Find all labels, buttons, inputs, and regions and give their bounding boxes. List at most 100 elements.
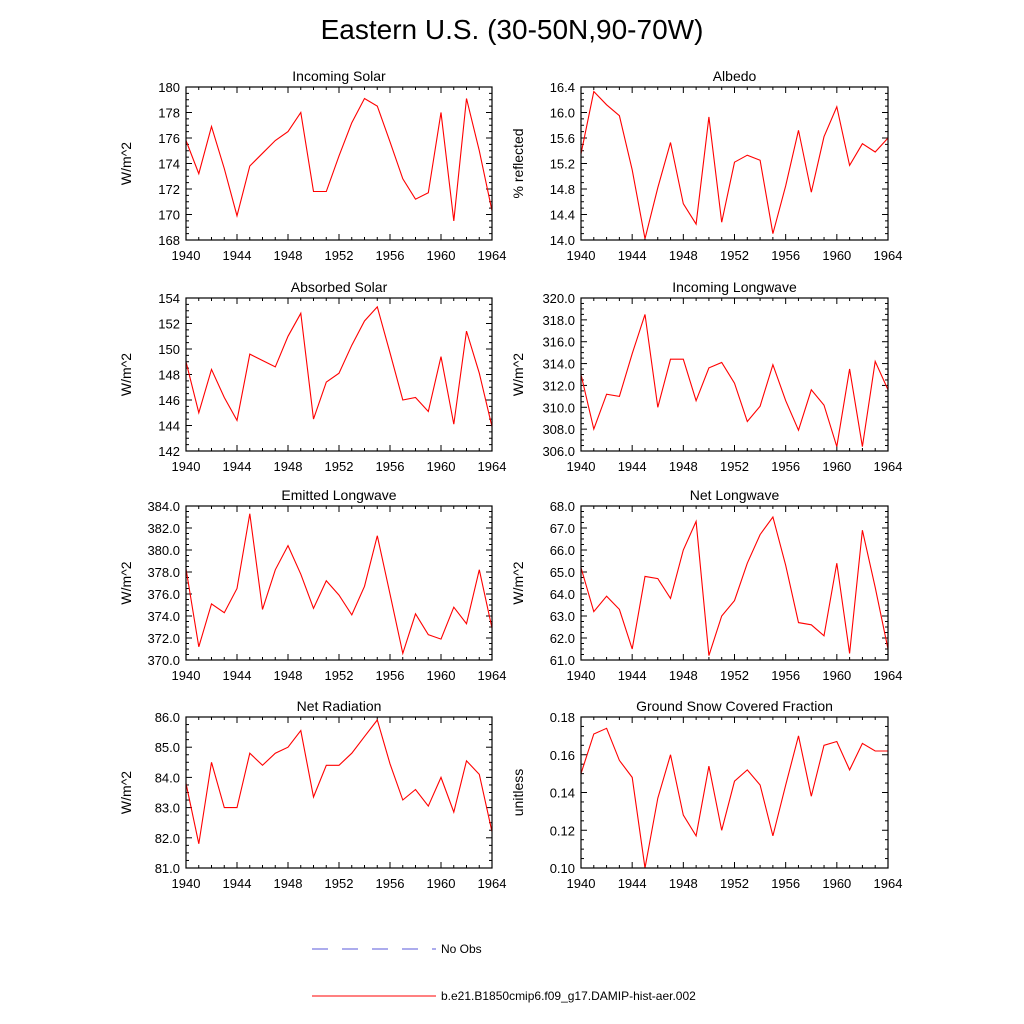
plot-frame-emitted-longwave xyxy=(185,505,493,661)
x-tick-label: 1940 xyxy=(567,668,596,683)
x-tick-label: 1948 xyxy=(274,876,303,891)
x-tick-label: 1960 xyxy=(427,459,456,474)
y-tick-label: 176 xyxy=(158,131,180,146)
y-tick-label: 66.0 xyxy=(550,543,575,558)
y-tick-label: 152 xyxy=(158,317,180,332)
y-tick-label: 316.0 xyxy=(542,335,575,350)
x-tick-label: 1940 xyxy=(567,459,596,474)
y-axis-label-incoming-longwave: W/m^2 xyxy=(510,353,526,396)
x-tick-label: 1960 xyxy=(822,668,851,683)
plot-frame-absorbed-solar xyxy=(185,297,493,452)
plot-frame-ground-snow-covered-fraction xyxy=(580,716,889,869)
x-tick-label: 1964 xyxy=(874,248,903,263)
plot-frame-incoming-solar xyxy=(185,86,493,241)
y-tick-label: 320.0 xyxy=(542,291,575,306)
x-tick-label: 1948 xyxy=(669,459,698,474)
y-tick-label: 65.0 xyxy=(550,565,575,580)
y-tick-label: 67.0 xyxy=(550,521,575,536)
plot-frame-albedo xyxy=(580,86,889,241)
y-tick-label: 0.12 xyxy=(550,823,575,838)
y-tick-label: 308.0 xyxy=(542,422,575,437)
plot-frame-incoming-longwave xyxy=(580,297,889,452)
x-tick-label: 1944 xyxy=(223,668,252,683)
y-tick-label: 15.6 xyxy=(550,131,575,146)
y-tick-label: 14.8 xyxy=(550,182,575,197)
series-line-incoming-solar xyxy=(185,97,493,221)
x-tick-label: 1944 xyxy=(618,876,647,891)
y-tick-label: 372.0 xyxy=(147,631,180,646)
x-tick-label: 1948 xyxy=(274,248,303,263)
y-tick-label: 83.0 xyxy=(155,801,180,816)
x-tick-label: 1956 xyxy=(376,459,405,474)
y-tick-label: 0.10 xyxy=(550,861,575,876)
x-tick-label: 1964 xyxy=(478,248,507,263)
y-tick-label: 16.0 xyxy=(550,106,575,121)
legend-label-model: b.e21.B1850cmip6.f09_g17.DAMIP-hist-aer.… xyxy=(441,989,696,1003)
x-tick-label: 1960 xyxy=(427,876,456,891)
x-tick-label: 1964 xyxy=(874,876,903,891)
panel-incoming-solar: Incoming Solar W/m^2 1940 1944 1948 1952 1956 1… xyxy=(118,68,506,263)
x-tick-label: 1960 xyxy=(427,248,456,263)
x-tick-label: 1956 xyxy=(376,668,405,683)
x-tick-label: 1940 xyxy=(172,876,201,891)
y-axis-label-emitted-longwave: W/m^2 xyxy=(118,561,134,604)
plot-frame-net-longwave xyxy=(580,505,889,661)
x-tick-label: 1964 xyxy=(874,668,903,683)
x-tick-label: 1956 xyxy=(376,876,405,891)
x-tick-label: 1956 xyxy=(771,459,800,474)
y-tick-label: 312.0 xyxy=(542,378,575,393)
y-tick-label: 61.0 xyxy=(550,653,575,668)
x-tick-label: 1952 xyxy=(720,248,749,263)
x-tick-label: 1948 xyxy=(669,876,698,891)
y-tick-label: 15.2 xyxy=(550,157,575,172)
x-tick-label: 1940 xyxy=(172,248,201,263)
panel-net-radiation: Net Radiation W/m^2 1940 1944 1948 1952 1956 19… xyxy=(118,698,506,891)
x-tick-label: 1952 xyxy=(720,876,749,891)
y-tick-label: 310.0 xyxy=(542,400,575,415)
y-tick-label: 384.0 xyxy=(147,499,180,514)
x-tick-label: 1940 xyxy=(172,668,201,683)
x-tick-label: 1952 xyxy=(325,668,354,683)
y-tick-label: 82.0 xyxy=(155,831,180,846)
panel-title-emitted-longwave: Emitted Longwave xyxy=(281,487,396,503)
panel-title-incoming-solar: Incoming Solar xyxy=(292,68,386,84)
x-tick-label: 1948 xyxy=(669,248,698,263)
y-tick-label: 306.0 xyxy=(542,444,575,459)
y-axis-label-net-radiation: W/m^2 xyxy=(118,771,134,814)
x-tick-label: 1952 xyxy=(325,876,354,891)
panel-title-ground-snow-covered-fraction: Ground Snow Covered Fraction xyxy=(636,698,833,714)
y-tick-label: 16.4 xyxy=(550,80,575,95)
chart-panels: Incoming Solar W/m^2 1940 1944 1948 1952 1956 1… xyxy=(118,68,902,891)
panel-title-absorbed-solar: Absorbed Solar xyxy=(291,279,388,295)
y-tick-label: 154 xyxy=(158,291,180,306)
panel-incoming-longwave: Incoming Longwave W/m^2 1940 1944 1948 1952 19… xyxy=(510,279,902,474)
figure-title: Eastern U.S. (30-50N,90-70W) xyxy=(320,14,704,45)
panel-ground-snow-covered-fraction: Ground Snow Covered Fraction unitless 1940… xyxy=(510,698,902,891)
legend: No Obs b.e21.B1850cmip6.f09_g17.DAMIP-hi… xyxy=(312,942,696,1003)
plot-frame-net-radiation xyxy=(185,716,493,869)
y-tick-label: 144 xyxy=(158,419,180,434)
panel-net-longwave: Net Longwave W/m^2 1940 1944 1948 1952 1956 196… xyxy=(510,487,902,683)
y-tick-label: 180 xyxy=(158,80,180,95)
y-tick-label: 382.0 xyxy=(147,521,180,536)
x-tick-label: 1964 xyxy=(478,668,507,683)
y-tick-label: 86.0 xyxy=(155,710,180,725)
y-tick-label: 0.18 xyxy=(550,710,575,725)
series-line-absorbed-solar xyxy=(185,305,493,427)
y-tick-label: 142 xyxy=(158,444,180,459)
x-tick-label: 1956 xyxy=(771,876,800,891)
x-tick-label: 1944 xyxy=(618,248,647,263)
legend-label-no-obs: No Obs xyxy=(441,942,482,956)
x-tick-label: 1956 xyxy=(771,668,800,683)
y-tick-label: 146 xyxy=(158,393,180,408)
x-tick-label: 1964 xyxy=(478,876,507,891)
y-tick-label: 378.0 xyxy=(147,565,180,580)
x-tick-label: 1952 xyxy=(325,248,354,263)
y-tick-label: 150 xyxy=(158,342,180,357)
panel-title-incoming-longwave: Incoming Longwave xyxy=(672,279,797,295)
x-tick-label: 1944 xyxy=(618,459,647,474)
x-tick-label: 1964 xyxy=(874,459,903,474)
x-tick-label: 1948 xyxy=(274,668,303,683)
y-tick-label: 62.0 xyxy=(550,631,575,646)
